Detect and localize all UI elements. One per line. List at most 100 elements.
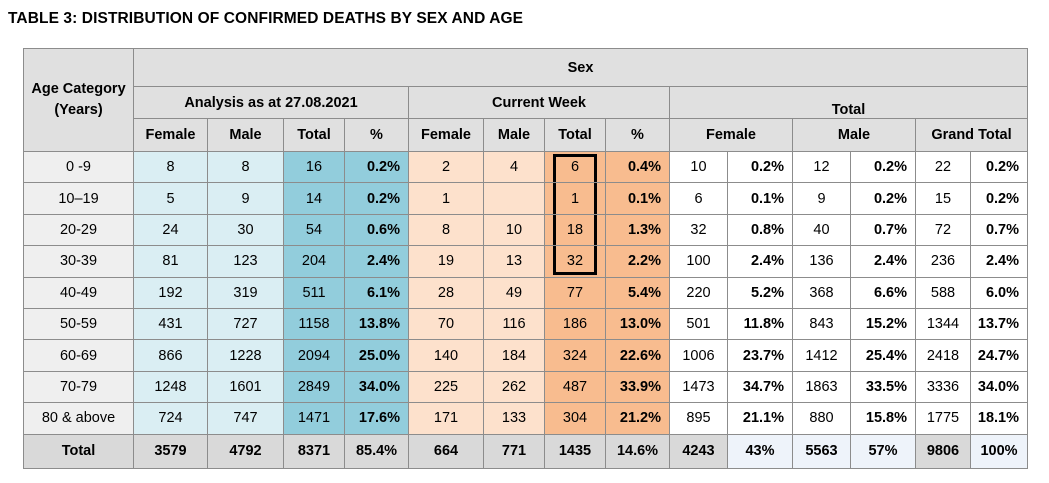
- cell-t-f: 1473: [669, 370, 728, 404]
- cell-a-t: 2094: [283, 339, 345, 372]
- col-analysis-male: Male: [207, 118, 284, 152]
- cell-g: 236: [915, 245, 971, 278]
- cell-c-p: 22.6%: [605, 339, 670, 372]
- total-cell-g: 9806: [915, 433, 971, 469]
- cell-c-m: 262: [483, 370, 545, 404]
- table-row: 20-29 24 30 54 0.6% 8 10 18 1.3% 32 0.8% 40 0.7% 72 0.…: [23, 213, 1028, 247]
- cell-cat: 80 & above: [23, 402, 134, 435]
- total-cell-a-m: 4792: [207, 433, 284, 469]
- cell-cat: 10–19: [23, 182, 134, 215]
- cell-cat: 40-49: [23, 276, 134, 309]
- cell-a-f: 24: [133, 213, 208, 247]
- cell-t-mp: 0.2%: [850, 182, 916, 215]
- cell-cat: 70-79: [23, 370, 134, 404]
- cell-a-m: 1601: [207, 370, 284, 404]
- table-row: 60-69 866 1228 2094 25.0% 140 184 324 22.6% 1006 2…: [23, 339, 1028, 372]
- cell-g: 22: [915, 150, 971, 184]
- total-cell-gp: 100%: [970, 433, 1028, 469]
- cell-t-f: 501: [669, 307, 728, 341]
- cell-cat: 60-69: [23, 339, 134, 372]
- cell-a-t: 2849: [283, 370, 345, 404]
- total-header: Total: [669, 86, 1028, 119]
- cell-t-mp: 6.6%: [850, 276, 916, 309]
- cell-a-p: 13.8%: [344, 307, 409, 341]
- cell-a-m: 123: [207, 245, 284, 278]
- cell-c-t: 32: [544, 245, 606, 278]
- col-week-female: Female: [408, 118, 484, 152]
- cell-a-t: 1158: [283, 307, 345, 341]
- cell-t-m: 880: [792, 402, 851, 435]
- total-cell-t-f: 4243: [669, 433, 728, 469]
- cell-gp: 18.1%: [970, 402, 1028, 435]
- cell-t-f: 10: [669, 150, 728, 184]
- cell-c-m: 4: [483, 150, 545, 184]
- cell-a-f: 1248: [133, 370, 208, 404]
- cell-a-p: 0.6%: [344, 213, 409, 247]
- cell-c-m: 10: [483, 213, 545, 247]
- col-total-male: Male: [792, 118, 916, 152]
- sex-header: Sex: [133, 48, 1028, 87]
- cell-c-p: 0.4%: [605, 150, 670, 184]
- cell-t-mp: 0.7%: [850, 213, 916, 247]
- col-analysis-total: Total: [283, 118, 345, 152]
- cell-a-t: 511: [283, 276, 345, 309]
- cell-g: 2418: [915, 339, 971, 372]
- cell-c-p: 1.3%: [605, 213, 670, 247]
- table-body: 0 -9 8 8 16 0.2% 2 4 6 0.4% 10 0.2% 12 0.2% 22 0.2% 10–…: [23, 150, 1028, 469]
- cell-t-m: 1412: [792, 339, 851, 372]
- cell-a-p: 34.0%: [344, 370, 409, 404]
- cell-c-m: 184: [483, 339, 545, 372]
- cell-t-m: 12: [792, 150, 851, 184]
- cell-a-t: 16: [283, 150, 345, 184]
- col-grand-total: Grand Total: [915, 118, 1028, 152]
- col-week-total: Total: [544, 118, 606, 152]
- cell-a-p: 6.1%: [344, 276, 409, 309]
- cell-c-f: 1: [408, 182, 484, 215]
- cell-a-m: 747: [207, 402, 284, 435]
- cell-t-m: 368: [792, 276, 851, 309]
- col-week-male: Male: [483, 118, 545, 152]
- cell-c-p: 13.0%: [605, 307, 670, 341]
- cell-a-m: 1228: [207, 339, 284, 372]
- total-cell-a-p: 85.4%: [344, 433, 409, 469]
- cell-c-m: 49: [483, 276, 545, 309]
- deaths-table-container: Age Category (Years) Sex Analysis as at …: [23, 48, 1028, 469]
- table-row: 40-49 192 319 511 6.1% 28 49 77 5.4% 220 5.2% 368 6.…: [23, 276, 1028, 309]
- cell-c-t: 324: [544, 339, 606, 372]
- cell-a-f: 81: [133, 245, 208, 278]
- cell-g: 1775: [915, 402, 971, 435]
- cell-a-f: 866: [133, 339, 208, 372]
- cell-t-m: 1863: [792, 370, 851, 404]
- cell-cat: 0 -9: [23, 150, 134, 184]
- cell-a-p: 17.6%: [344, 402, 409, 435]
- cell-c-t: 186: [544, 307, 606, 341]
- cell-gp: 13.7%: [970, 307, 1028, 341]
- cell-a-p: 2.4%: [344, 245, 409, 278]
- cell-t-fp: 11.8%: [727, 307, 793, 341]
- cell-t-mp: 15.2%: [850, 307, 916, 341]
- cell-c-f: 140: [408, 339, 484, 372]
- total-cell-c-p: 14.6%: [605, 433, 670, 469]
- cell-c-f: 171: [408, 402, 484, 435]
- cell-c-f: 28: [408, 276, 484, 309]
- cell-a-m: 727: [207, 307, 284, 341]
- cell-c-f: 19: [408, 245, 484, 278]
- cell-t-m: 843: [792, 307, 851, 341]
- cell-t-mp: 15.8%: [850, 402, 916, 435]
- cell-gp: 0.7%: [970, 213, 1028, 247]
- cell-g: 1344: [915, 307, 971, 341]
- cell-g: 72: [915, 213, 971, 247]
- cell-t-fp: 0.1%: [727, 182, 793, 215]
- cell-gp: 2.4%: [970, 245, 1028, 278]
- cell-c-m: 116: [483, 307, 545, 341]
- cell-t-f: 32: [669, 213, 728, 247]
- total-cell-t-m: 5563: [792, 433, 851, 469]
- cell-c-m: 13: [483, 245, 545, 278]
- total-cell-a-t: 8371: [283, 433, 345, 469]
- cell-c-f: 2: [408, 150, 484, 184]
- cell-cat: 20-29: [23, 213, 134, 247]
- cell-a-f: 192: [133, 276, 208, 309]
- cell-a-f: 5: [133, 182, 208, 215]
- cell-c-m: 133: [483, 402, 545, 435]
- cell-c-f: 8: [408, 213, 484, 247]
